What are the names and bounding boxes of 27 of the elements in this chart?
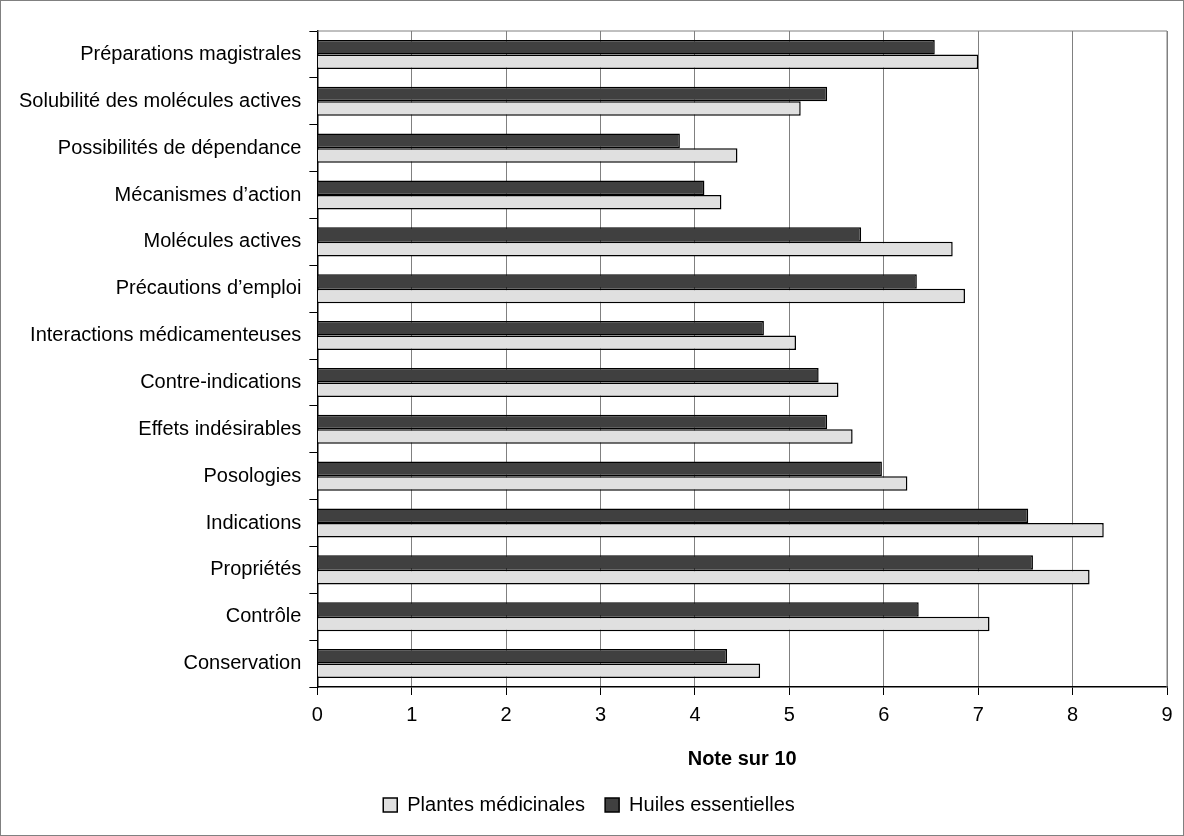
x-tick-label: 8 <box>1067 702 1079 725</box>
y-tick-label: Préparations magistrales <box>80 41 302 64</box>
y-tick-label: Contrôle <box>225 604 302 627</box>
y-tick-label: Conservation <box>183 651 302 674</box>
y-tick-label: Molécules actives <box>143 229 302 252</box>
y-tick-label: Interactions médicamenteuses <box>30 323 302 346</box>
y-tick-label: Effets indésirables <box>138 416 302 439</box>
y-tick-label: Propriétés <box>210 557 302 580</box>
y-tick-label: Contre-indications <box>140 369 302 392</box>
y-tick-label: Solubilité des molécules actives <box>18 88 302 111</box>
x-tick-label: 2 <box>500 702 512 725</box>
x-tick-label: 6 <box>878 702 890 725</box>
y-tick-label: Mécanismes d’action <box>114 182 302 205</box>
x-tick-label: 1 <box>406 702 418 725</box>
y-tick-label: Précautions d’emploi <box>115 276 302 299</box>
x-tick-label: 3 <box>595 702 607 725</box>
x-tick-label: 0 <box>311 702 323 725</box>
legend-label: Huiles essentielles <box>629 792 795 815</box>
y-tick-label: Posologies <box>203 463 302 486</box>
x-axis-title: Note sur 10 <box>687 746 797 769</box>
x-tick-label: 5 <box>783 702 795 725</box>
y-tick-label: Indications <box>205 510 302 533</box>
x-tick-label: 9 <box>1161 702 1173 725</box>
legend-label: Plantes médicinales <box>407 792 586 815</box>
x-tick-label: 4 <box>689 702 701 725</box>
y-tick-label: Possibilités de dépendance <box>57 135 302 158</box>
x-tick-label: 7 <box>972 702 984 725</box>
